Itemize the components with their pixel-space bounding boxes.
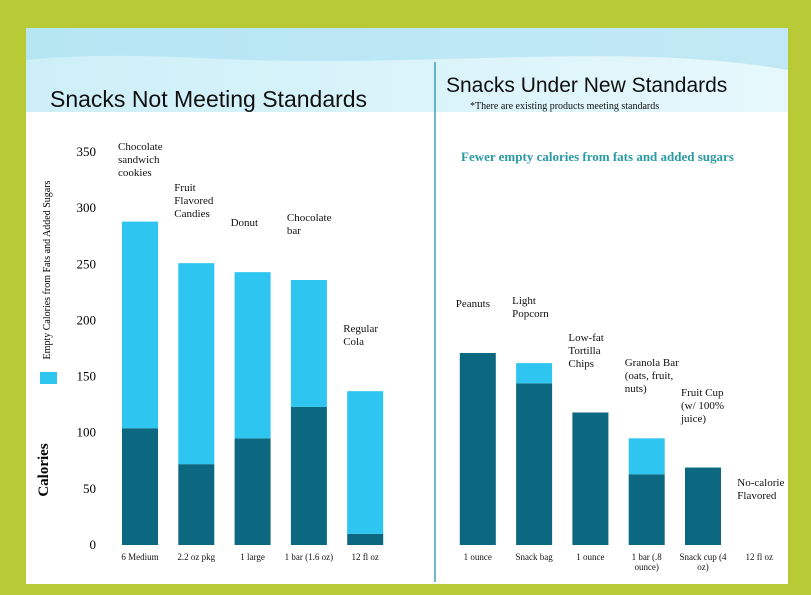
bar-segment xyxy=(347,391,383,534)
title: Snacks Not Meeting Standards xyxy=(50,86,367,113)
bar-segment xyxy=(572,413,608,545)
y-tick-label: 150 xyxy=(77,369,97,384)
bar-segment xyxy=(685,468,721,545)
bar-label: Peanuts xyxy=(456,298,514,311)
x-tick-label: 12 fl oz xyxy=(731,552,787,562)
bar-segment xyxy=(178,263,214,464)
bar-label: Chocolate sandwich cookies xyxy=(118,141,176,180)
bar-segment xyxy=(122,222,158,429)
y-tick-label: 0 xyxy=(90,537,97,552)
y-tick-label: 50 xyxy=(83,481,96,496)
bar-segment xyxy=(291,407,327,545)
bar-segment xyxy=(516,363,552,383)
bar-segment xyxy=(122,428,158,545)
y-tick-label: 200 xyxy=(77,312,97,327)
bar-label: Light Popcorn xyxy=(512,295,570,321)
slide: Empty Calories from Fats and Added Sugar… xyxy=(0,0,811,595)
bar-label: Fruit Flavored Candies xyxy=(174,182,232,221)
x-tick-label: 1 bar (.8 ounce) xyxy=(619,552,675,572)
bar-label: Granola Bar (oats, fruit, nuts) xyxy=(625,357,683,396)
bar-segment xyxy=(235,438,271,545)
bar-label: Regular Cola xyxy=(343,323,401,349)
bar-segment xyxy=(178,464,214,545)
right-title: Snacks Under New Standards xyxy=(446,74,727,98)
x-tick-label: 12 fl oz xyxy=(337,552,393,562)
x-tick-label: Snack cup (4 oz) xyxy=(675,552,731,572)
x-tick-label: 1 ounce xyxy=(562,552,618,562)
x-tick-label: 1 bar (1.6 oz) xyxy=(281,552,337,562)
bar-segment xyxy=(347,534,383,545)
bar-segment xyxy=(460,353,496,545)
bar-segment xyxy=(291,280,327,407)
bar-label: Chocolate bar xyxy=(287,212,345,238)
bar-segment xyxy=(235,272,271,438)
y-tick-label: 350 xyxy=(77,144,97,159)
x-tick-label: 2.2 oz pkg xyxy=(168,552,224,562)
bar-label: Donut xyxy=(231,217,289,230)
bar-segment xyxy=(516,383,552,545)
y-tick-label: 250 xyxy=(77,256,97,271)
x-tick-label: 6 Medium xyxy=(112,552,168,562)
annotation: Fewer empty calories from fats and added… xyxy=(461,148,761,165)
legend-label: Empty Calories from Fats and Added Sugar… xyxy=(42,180,53,359)
legend-swatch xyxy=(40,372,57,384)
x-tick-label: 1 large xyxy=(225,552,281,562)
right-subtitle: *There are existing products meeting sta… xyxy=(470,101,659,112)
bar-segment xyxy=(629,438,665,474)
bar-label: Low-fat Tortilla Chips xyxy=(568,332,626,371)
bar-label: Fruit Cup (w/ 100% juice) xyxy=(681,387,739,426)
x-tick-label: Snack bag xyxy=(506,552,562,562)
y-tick-label: 100 xyxy=(77,425,97,440)
y-tick-label: 300 xyxy=(77,200,97,215)
bar-label: No-calorie Flavored xyxy=(737,477,795,503)
bar-segment xyxy=(629,474,665,545)
x-tick-label: 1 ounce xyxy=(450,552,506,562)
y-axis-label: Calories xyxy=(36,443,52,496)
